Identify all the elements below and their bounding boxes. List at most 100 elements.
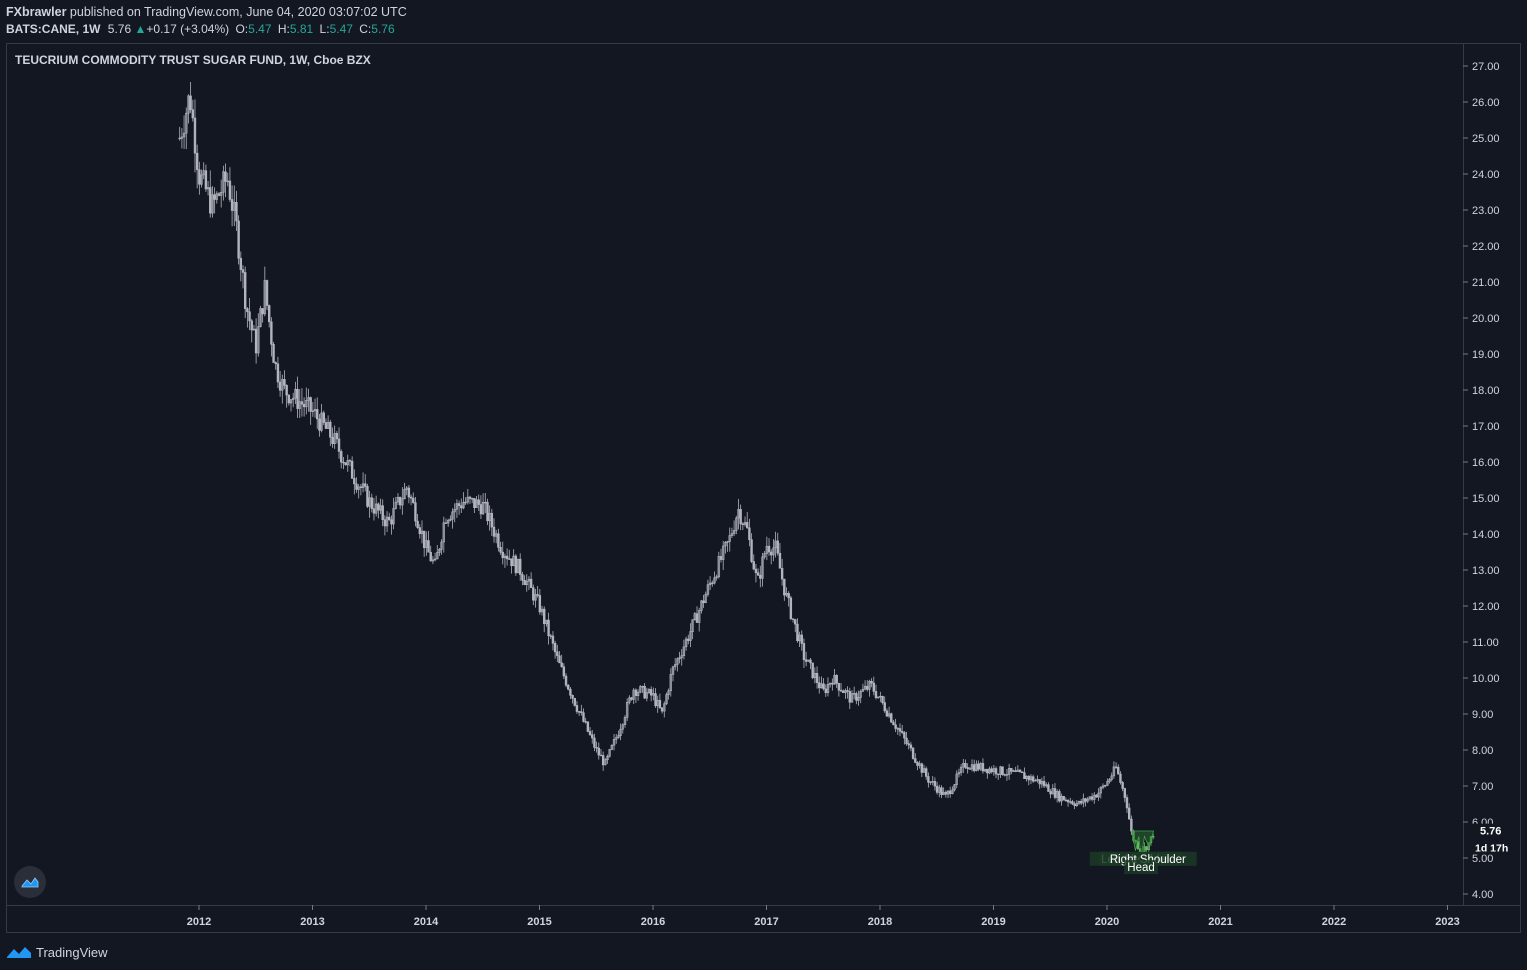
time-tick-label: 2012	[187, 916, 211, 928]
candle-body	[543, 608, 546, 625]
candle-body	[787, 593, 790, 599]
candle-body	[283, 379, 286, 386]
last-price-marker	[1472, 823, 1512, 838]
pattern-annotation[interactable]: Head	[1127, 862, 1155, 874]
candle-body	[1016, 769, 1020, 772]
candle-body	[678, 657, 681, 660]
price-tick-label: 4.00	[1472, 889, 1493, 901]
candle-body	[575, 705, 579, 712]
candle-body	[494, 533, 498, 537]
candle-body	[289, 399, 293, 404]
candle-body	[663, 703, 666, 712]
candle-body	[1010, 767, 1013, 772]
time-tick-label: 2016	[641, 916, 665, 928]
candle-body	[983, 768, 987, 772]
candle-body	[831, 682, 834, 685]
candle-body	[335, 433, 339, 440]
candle-body	[259, 308, 262, 328]
price-tick-label: 15.00	[1472, 493, 1500, 505]
pattern-shape[interactable]	[1131, 830, 1155, 859]
price-tick-label: 13.00	[1472, 565, 1500, 577]
candle-body	[617, 735, 620, 738]
candle-body	[903, 732, 906, 739]
candle-body	[979, 763, 982, 770]
candle-body	[431, 559, 435, 562]
candle-body	[911, 747, 915, 759]
candle-body	[519, 558, 522, 575]
candle-body	[337, 438, 341, 452]
candle-body	[257, 326, 260, 354]
cloud-badge-icon[interactable]	[14, 866, 46, 898]
open-label: O:	[235, 22, 249, 36]
candle-body	[946, 790, 950, 795]
candle-body	[802, 643, 806, 661]
candle-body	[302, 403, 306, 408]
candle-body	[975, 763, 978, 771]
time-tick-label: 2014	[414, 916, 439, 928]
candle-body	[442, 522, 446, 543]
candle-body	[313, 409, 317, 412]
candle-body	[508, 558, 511, 560]
candle-body	[800, 634, 803, 644]
candle-body	[1099, 787, 1103, 794]
candle-body	[907, 743, 910, 746]
candle-body	[193, 117, 197, 154]
candle-body	[233, 202, 236, 211]
price-tick-label: 22.00	[1472, 241, 1500, 253]
candle-body	[730, 533, 734, 536]
price-axis[interactable]: 4.005.006.007.008.009.0010.0011.0012.001…	[1463, 61, 1500, 901]
candle-body	[826, 684, 830, 694]
candle-body	[505, 555, 509, 560]
author-name[interactable]: FXbrawler	[6, 5, 67, 19]
candle-body	[226, 180, 229, 183]
candle-body	[1095, 794, 1098, 798]
candle-body	[780, 567, 784, 580]
candle-body	[377, 503, 380, 511]
candle-body	[837, 683, 841, 691]
price-tick-label: 11.00	[1472, 637, 1499, 649]
candle-body	[728, 535, 731, 542]
candle-body	[988, 768, 991, 774]
tradingview-logo-icon[interactable]	[6, 945, 32, 959]
last-price-marker-label: 5.76	[1480, 826, 1501, 838]
candle-body	[436, 552, 439, 560]
candle-body	[523, 579, 526, 586]
candle-body	[959, 766, 963, 773]
candle-body	[230, 199, 234, 211]
candle-body	[1001, 766, 1004, 775]
candle-body	[820, 683, 823, 689]
published-text: published on TradingView.com, June 04, 2…	[69, 5, 407, 19]
footer-brand[interactable]: TradingView	[36, 944, 108, 960]
candle-body	[224, 171, 227, 182]
candle-body	[1114, 766, 1118, 768]
candle-body	[372, 508, 376, 514]
candle-body	[403, 489, 406, 500]
time-axis[interactable]: 2012 2013 2014 2015 2016 2017 2018 2019 2020 2021…	[187, 905, 1460, 928]
candle-body	[536, 594, 539, 596]
candle-body	[719, 556, 723, 560]
candle-body	[265, 280, 269, 306]
candle-body	[305, 400, 308, 408]
candle-body	[556, 651, 559, 657]
candle-body	[481, 501, 485, 515]
candle-body	[1106, 781, 1109, 786]
candle-body	[839, 689, 843, 692]
candle-body	[475, 499, 478, 509]
candle-body	[929, 781, 932, 783]
candle-body	[350, 460, 354, 479]
candle-body	[951, 789, 954, 795]
candle-body	[914, 758, 917, 763]
candle-body	[1147, 842, 1151, 850]
candle-body	[370, 497, 373, 509]
candle-body	[767, 545, 771, 553]
candle-body	[999, 766, 1002, 775]
candle-body	[449, 518, 452, 521]
candle-body	[1090, 796, 1094, 800]
candle-body	[300, 401, 304, 405]
candle-body	[927, 776, 930, 783]
candle-body	[634, 689, 638, 697]
candle-body	[789, 597, 793, 619]
